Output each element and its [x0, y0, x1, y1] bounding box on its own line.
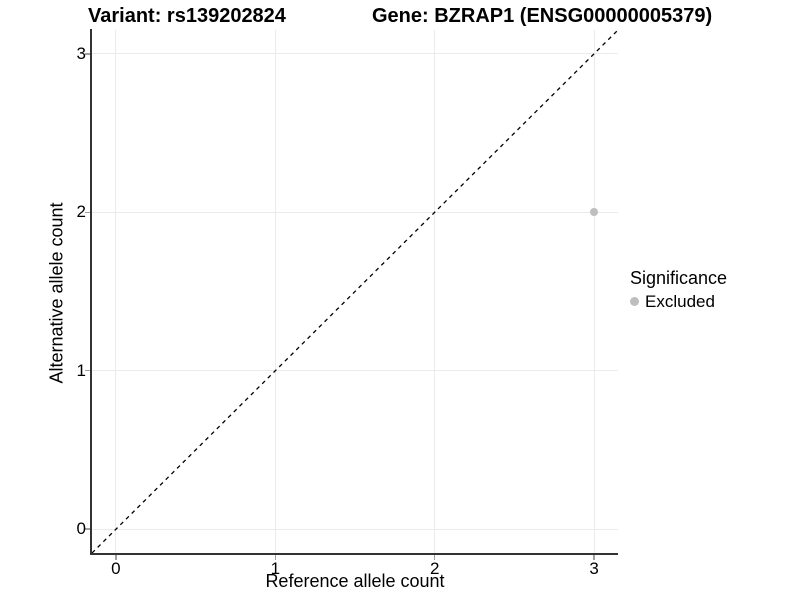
y-tick-mark [85, 528, 90, 530]
legend: Significance Excluded [630, 267, 727, 312]
y-tick-label: 3 [76, 43, 86, 63]
data-point [590, 208, 599, 217]
y-tick-mark [85, 211, 90, 213]
x-gridline [593, 30, 595, 553]
legend-entry: Excluded [630, 291, 727, 312]
legend-entries: Excluded [630, 291, 727, 312]
legend-title: Significance [630, 268, 728, 288]
y-axis-title: Alternative allele count [46, 202, 67, 384]
x-tick-mark [115, 555, 117, 560]
y-tick-label: 0 [76, 519, 86, 539]
y-gridline [92, 370, 618, 372]
x-gridline [115, 30, 117, 553]
y-gridline [92, 528, 618, 530]
y-gridline [92, 53, 618, 55]
x-tick-mark [433, 555, 436, 560]
y-tick-label: 2 [76, 202, 86, 222]
x-gridline [434, 30, 436, 553]
plot-panel [92, 30, 618, 553]
y-tick-mark [85, 369, 90, 372]
y-tick-mark [85, 53, 90, 55]
x-tick-mark [274, 555, 277, 560]
plot-title-variant: Variant: rs139202824 [88, 5, 286, 27]
identity-reference-line [92, 30, 618, 553]
y-tick-label: 1 [76, 360, 86, 380]
x-tick-label: 3 [589, 559, 599, 578]
x-tick-label: 0 [111, 559, 121, 578]
x-tick-mark [593, 555, 595, 560]
y-gridline [92, 211, 618, 213]
plot-title-gene: Gene: BZRAP1 (ENSG00000005379) [372, 5, 713, 27]
x-tick-label: 1 [270, 559, 281, 578]
x-gridline [274, 30, 276, 553]
legend-key-dot-icon [630, 297, 639, 306]
legend-entry-label: Excluded [645, 292, 715, 311]
y-axis-line [90, 29, 92, 555]
x-axis-title: Reference allele count [265, 571, 445, 591]
x-axis-line [90, 553, 618, 555]
x-tick-label: 2 [429, 559, 440, 578]
